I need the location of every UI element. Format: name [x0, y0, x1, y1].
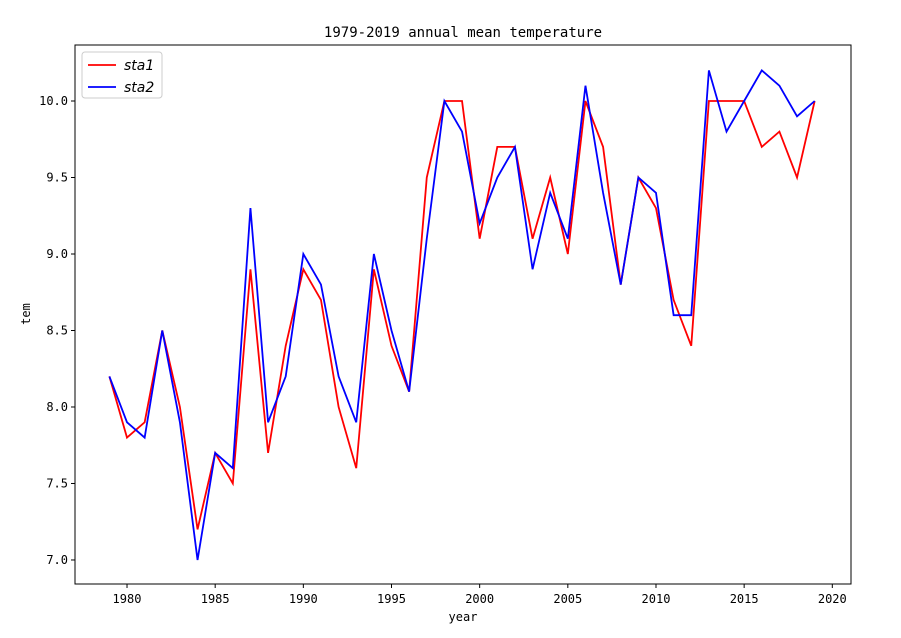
x-tick-label: 1980 — [113, 592, 142, 606]
y-axis-label: tem — [19, 303, 33, 325]
x-tick-label: 2000 — [465, 592, 494, 606]
plot-frame — [74, 44, 852, 585]
y-tick-label: 8.0 — [46, 400, 68, 414]
x-axis-label: year — [449, 610, 478, 624]
y-tick-label: 9.5 — [46, 170, 68, 184]
x-tick-label: 1985 — [201, 592, 230, 606]
legend-label: sta2 — [124, 80, 154, 96]
series-line — [108, 69, 816, 561]
y-tick-label: 10.0 — [39, 94, 68, 108]
series-line — [108, 100, 816, 530]
legend-label: sta1 — [124, 58, 154, 74]
y-tick-label: 7.0 — [46, 553, 68, 567]
y-tick-label: 9.0 — [46, 247, 68, 261]
x-tick-label: 1990 — [289, 592, 318, 606]
x-tick-label: 2005 — [553, 592, 582, 606]
chart-title: 1979-2019 annual mean temperature — [324, 25, 602, 41]
x-tick-label: 2020 — [818, 592, 847, 606]
x-tick-label: 1995 — [377, 592, 406, 606]
y-tick-label: 8.5 — [46, 323, 68, 337]
x-tick-label: 2015 — [730, 592, 759, 606]
y-tick-label: 7.5 — [46, 476, 68, 490]
x-tick-label: 2010 — [642, 592, 671, 606]
